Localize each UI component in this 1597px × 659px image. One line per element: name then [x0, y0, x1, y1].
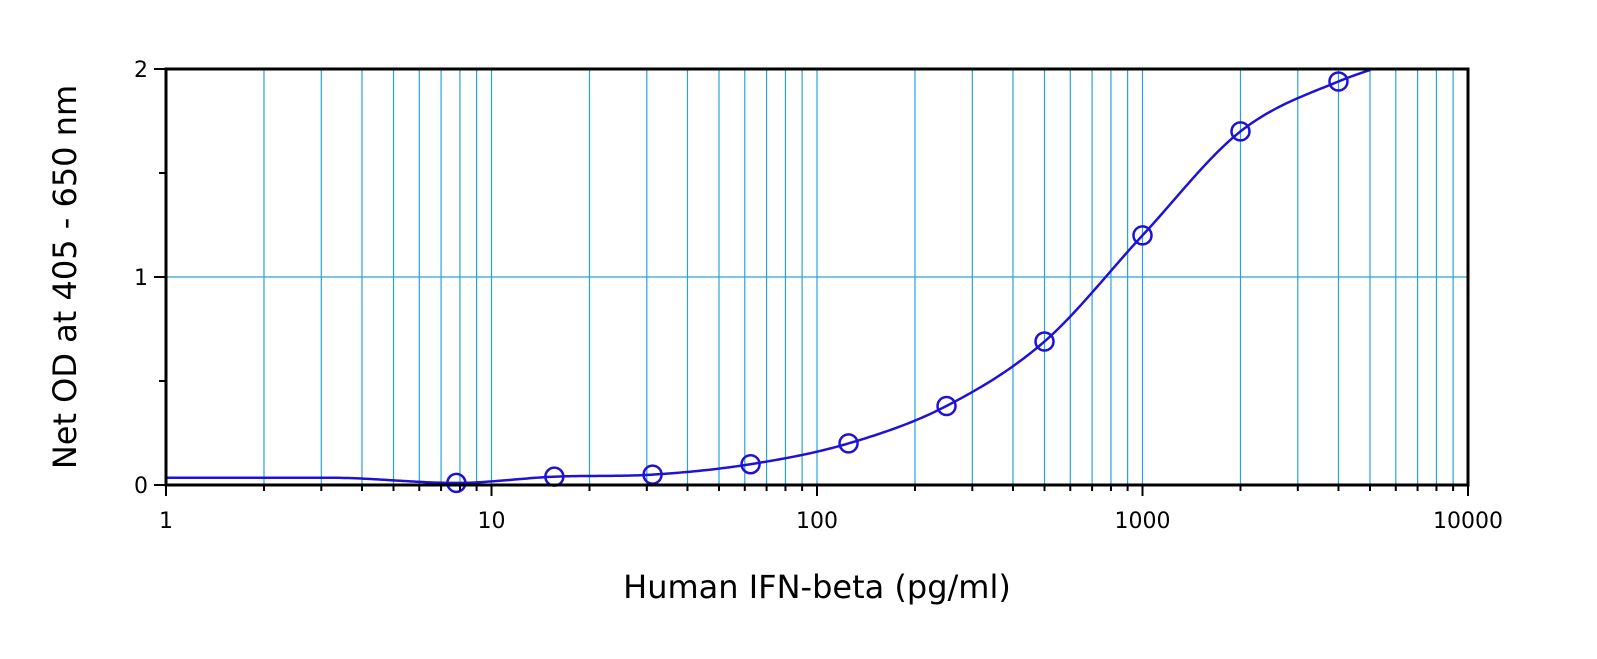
y-tick-label: 2	[134, 58, 148, 83]
x-tick-label: 100	[796, 509, 838, 534]
data-point	[446, 472, 467, 494]
axis-ticks	[154, 68, 1469, 496]
x-tick-label: 10000	[1433, 509, 1503, 534]
data-point	[1132, 225, 1153, 246]
y-tick-label: 1	[134, 266, 148, 291]
data-points	[446, 71, 1349, 494]
x-tick-label: 1000	[1115, 509, 1171, 534]
data-point	[1034, 331, 1055, 352]
data-point	[1328, 71, 1349, 92]
data-point	[740, 453, 761, 475]
data-point	[838, 433, 859, 454]
fit-curve-layer	[166, 68, 1371, 485]
grid-lines	[165, 68, 1469, 486]
y-axis-title: Net OD at 405 - 650 nm	[46, 85, 84, 469]
x-tick-label: 1	[159, 509, 173, 534]
y-tick-label: 0	[134, 474, 148, 499]
data-point	[936, 395, 957, 417]
data-point	[1230, 121, 1251, 142]
x-tick-label: 10	[478, 509, 506, 534]
x-axis-title: Human IFN-beta (pg/ml)	[623, 568, 1011, 606]
fit-curve	[166, 68, 1371, 485]
